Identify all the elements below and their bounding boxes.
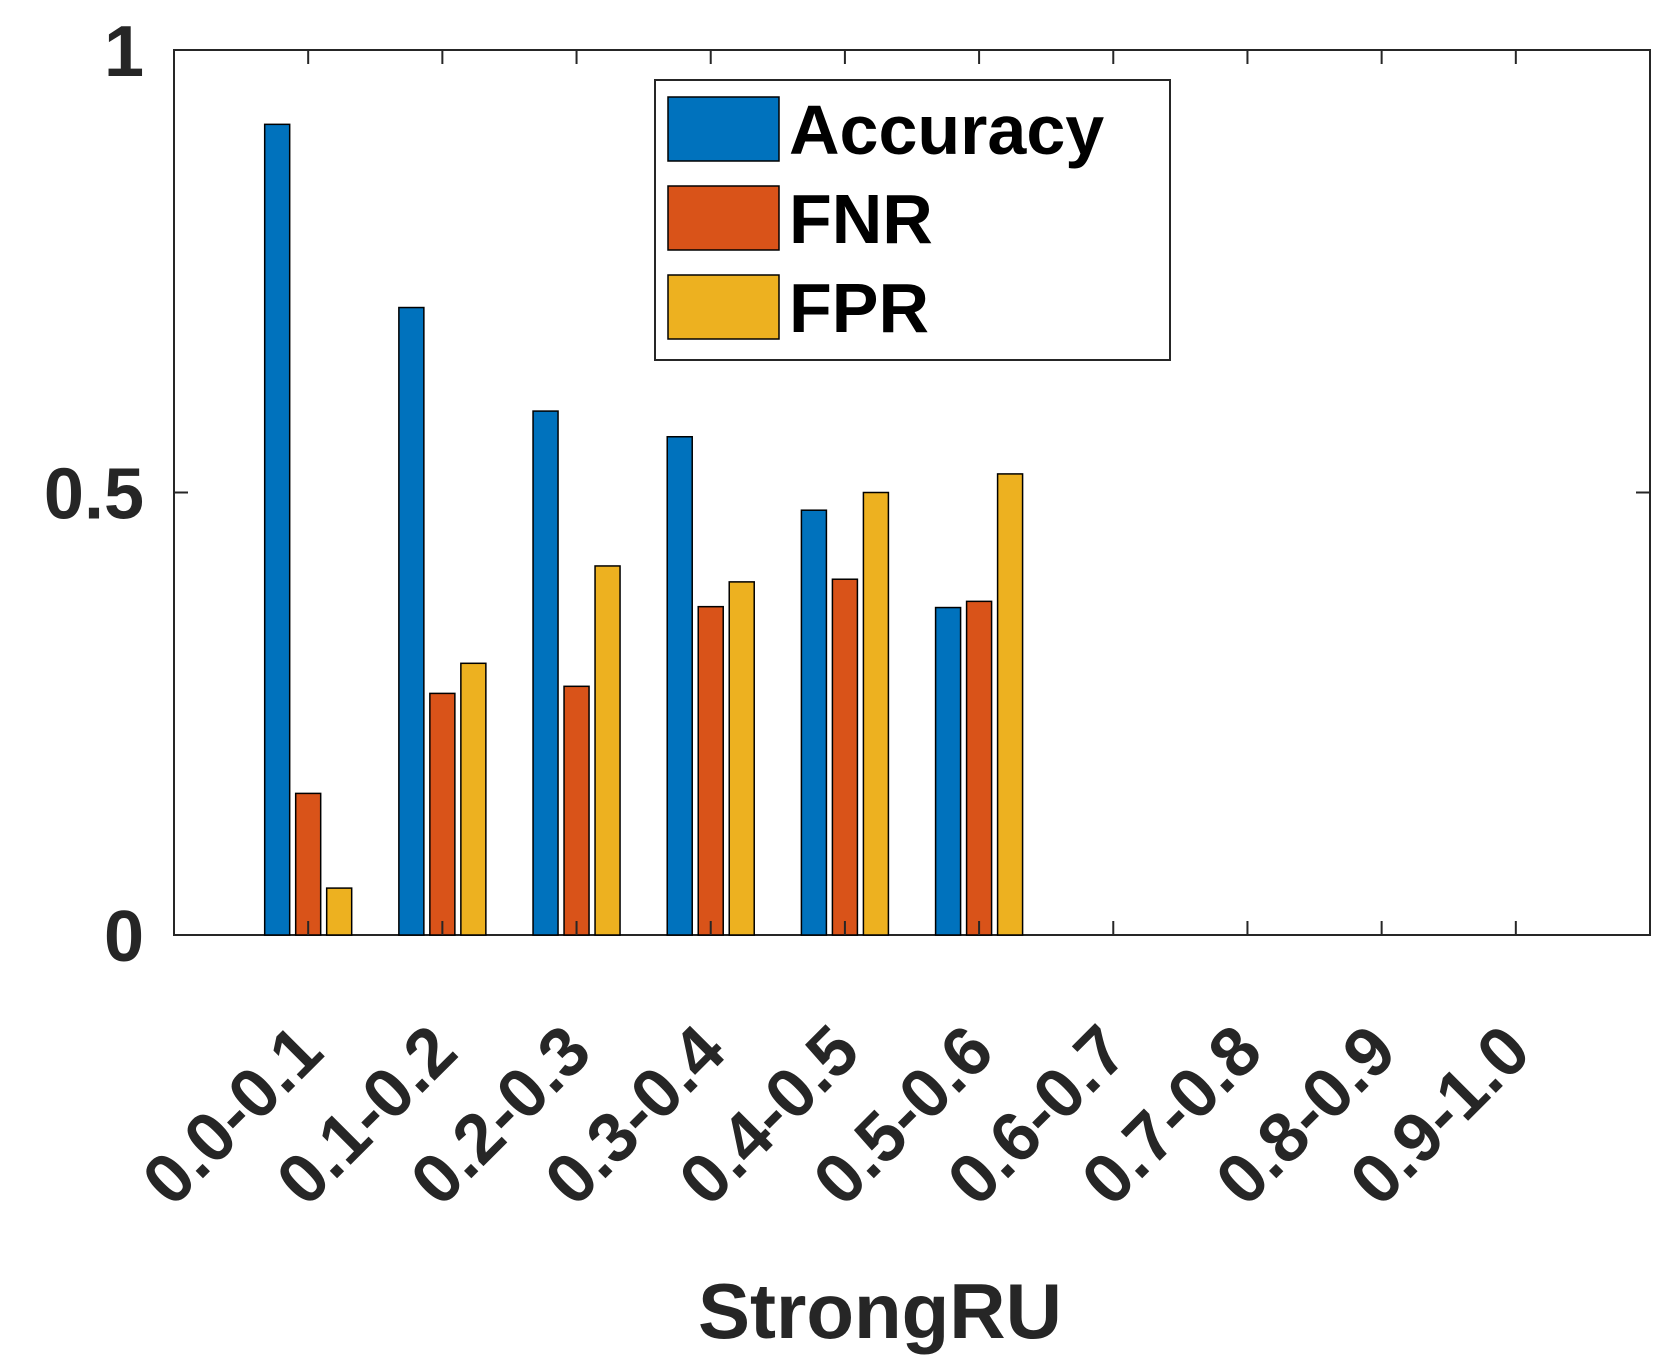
bar-fnr-0.4-0.5 xyxy=(831,578,859,936)
legend-label-accuracy: Accuracy xyxy=(789,91,1104,169)
bar-fpr-0.0-0.1 xyxy=(325,887,353,936)
bars-group xyxy=(263,123,1024,936)
bar-fpr-0.1-0.2 xyxy=(460,662,487,936)
legend-label-fpr: FPR xyxy=(789,269,929,347)
legend-swatch-fpr xyxy=(667,274,780,340)
bar-fpr-0.4-0.5 xyxy=(862,491,890,936)
y-tick-label: 1 xyxy=(104,12,144,92)
y-tick-label: 0 xyxy=(104,897,144,977)
bar-accuracy-0.1-0.2 xyxy=(398,306,425,936)
legend-swatch-accuracy xyxy=(667,96,780,162)
legend-swatch-fnr xyxy=(667,185,780,251)
bar-fnr-0.2-0.3 xyxy=(563,685,590,936)
bar-fnr-0.1-0.2 xyxy=(429,692,456,936)
bar-accuracy-0.2-0.3 xyxy=(532,410,559,936)
bar-accuracy-0.0-0.1 xyxy=(263,123,291,936)
bar-fnr-0.3-0.4 xyxy=(697,605,724,936)
bar-accuracy-0.4-0.5 xyxy=(800,509,828,936)
ticks-group xyxy=(174,49,1650,936)
x-tick-labels: 0.0-0.10.1-0.20.2-0.30.3-0.40.4-0.50.5-0… xyxy=(128,1010,1545,1219)
bar-fpr-0.2-0.3 xyxy=(594,565,621,936)
bar-fnr-0.0-0.1 xyxy=(294,792,322,936)
bar-fpr-0.5-0.6 xyxy=(996,473,1024,936)
bar-fpr-0.3-0.4 xyxy=(728,581,755,936)
bar-fnr-0.5-0.6 xyxy=(965,600,993,936)
bar-accuracy-0.3-0.4 xyxy=(666,435,693,936)
y-tick-label: 0.5 xyxy=(44,455,144,535)
legend: Accuracy FNR FPR xyxy=(654,79,1171,361)
x-axis-label: StrongRU xyxy=(698,1267,1062,1355)
legend-label-fnr: FNR xyxy=(789,180,933,258)
y-tick-labels: 00.51 xyxy=(44,12,144,977)
bar-accuracy-0.5-0.6 xyxy=(934,606,962,936)
